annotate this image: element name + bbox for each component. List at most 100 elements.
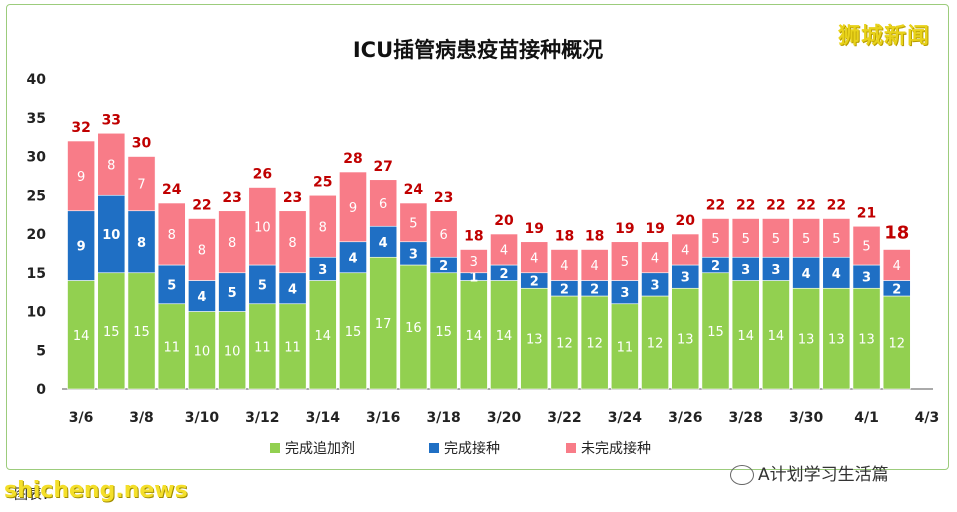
y-tick-label: 0 <box>36 382 46 398</box>
bar-segment <box>520 287 549 390</box>
x-tick-label: 3/26 <box>668 410 702 426</box>
bar-segment <box>731 280 760 390</box>
bar-segment <box>399 202 428 243</box>
segment-value-label: 8 <box>107 158 115 173</box>
segment-value-label: 4 <box>379 236 388 251</box>
segment-value-label: 13 <box>858 333 875 348</box>
segment-value-label: 4 <box>651 251 659 266</box>
total-value-label: 32 <box>71 120 90 136</box>
bar-segment <box>459 249 488 274</box>
segment-value-label: 5 <box>711 232 719 247</box>
bar-segment <box>248 303 277 390</box>
y-tick-label: 30 <box>27 150 47 166</box>
bar-segment <box>852 287 881 390</box>
bar-segment <box>701 218 730 258</box>
bar-segment <box>369 179 398 227</box>
bar-segment <box>822 256 851 289</box>
segment-value-label: 1 <box>469 271 478 286</box>
bar-segment <box>550 249 579 281</box>
segment-value-label: 5 <box>167 278 176 293</box>
legend-label: 完成接种 <box>444 440 500 457</box>
segment-value-label: 5 <box>832 232 840 247</box>
total-value-label: 22 <box>736 198 755 214</box>
chart-title: ICU插管病患疫苗接种概况 <box>353 38 603 62</box>
bar-segment <box>188 311 216 390</box>
segment-value-label: 3 <box>681 271 690 286</box>
bar-segment <box>610 241 639 281</box>
total-value-label: 22 <box>766 198 785 214</box>
x-tick-label: 3/12 <box>245 410 279 426</box>
segment-value-label: 8 <box>198 244 206 259</box>
segment-value-label: 3 <box>409 247 418 262</box>
bar-segment <box>852 225 881 266</box>
segment-value-label: 2 <box>560 282 569 297</box>
segment-value-label: 13 <box>828 333 845 348</box>
segment-value-label: 3 <box>318 263 327 278</box>
total-value-label: 25 <box>313 174 332 190</box>
bar-segment <box>97 272 126 390</box>
bar-segment <box>278 303 307 390</box>
segment-value-label: 11 <box>617 340 634 355</box>
total-value-label: 22 <box>192 198 211 214</box>
bar-segment <box>308 194 337 258</box>
segment-value-label: 7 <box>137 178 145 193</box>
bar-segment <box>339 241 367 274</box>
total-value-label: 21 <box>857 205 876 221</box>
segment-value-label: 17 <box>375 317 392 332</box>
total-value-label: 24 <box>404 182 424 198</box>
total-value-label: 23 <box>222 190 241 206</box>
segment-value-label: 13 <box>677 333 694 348</box>
segment-value-label: 3 <box>651 278 660 293</box>
segment-value-label: 5 <box>258 278 267 293</box>
segment-value-label: 2 <box>892 282 901 297</box>
legend-swatch <box>270 443 280 453</box>
segment-value-label: 8 <box>288 236 296 251</box>
legend-swatch <box>566 443 576 453</box>
segment-value-label: 15 <box>133 325 150 340</box>
total-value-label: 23 <box>434 190 453 206</box>
y-tick-label: 35 <box>27 111 46 127</box>
segment-value-label: 8 <box>228 236 236 251</box>
segment-value-label: 4 <box>348 251 357 266</box>
segment-value-label: 3 <box>862 271 871 286</box>
segment-value-label: 14 <box>73 329 90 344</box>
bar-segment <box>218 210 247 274</box>
segment-value-label: 12 <box>888 337 905 352</box>
bar-segment <box>641 295 669 390</box>
bar-segment <box>308 280 337 390</box>
bar-segment <box>762 280 790 390</box>
legend-label: 未完成接种 <box>581 440 651 457</box>
y-tick-label: 40 <box>27 72 47 88</box>
segment-value-label: 2 <box>711 259 720 274</box>
segment-value-label: 9 <box>77 170 85 185</box>
y-tick-label: 10 <box>27 305 47 321</box>
x-tick-label: 3/10 <box>185 410 220 426</box>
x-tick-label: 3/28 <box>729 410 763 426</box>
segment-value-label: 3 <box>771 263 780 278</box>
segment-value-label: 2 <box>500 267 509 282</box>
segment-value-label: 5 <box>621 255 629 270</box>
bar-segment <box>550 295 579 390</box>
bar-segment <box>369 256 398 390</box>
total-value-label: 18 <box>585 229 604 245</box>
segment-value-label: 4 <box>832 267 841 282</box>
bar-segment <box>520 241 549 274</box>
x-tick-label: 3/22 <box>547 410 581 426</box>
bar-segment <box>641 241 669 274</box>
bar-segment <box>218 311 247 390</box>
legend: 完成追加剂 完成接种 未完成接种 <box>270 440 651 457</box>
total-value-label: 23 <box>283 190 302 206</box>
segment-value-label: 14 <box>768 329 785 344</box>
total-value-label: 18 <box>884 223 909 244</box>
wechat-icon <box>730 465 754 485</box>
total-value-label: 27 <box>373 159 392 175</box>
x-tick-label: 3/14 <box>306 410 341 426</box>
segment-value-label: 4 <box>197 290 206 305</box>
segment-value-label: 11 <box>284 340 301 355</box>
bar-segment <box>157 303 186 390</box>
bar-segment <box>67 140 95 212</box>
total-value-label: 33 <box>102 112 121 128</box>
bar-segment <box>490 233 518 266</box>
bar-segment <box>882 249 911 281</box>
x-axis: 3/6 3/8 3/10 3/12 3/14 3/16 3/18 3/20 3/22 3/24 3/… <box>69 410 939 426</box>
